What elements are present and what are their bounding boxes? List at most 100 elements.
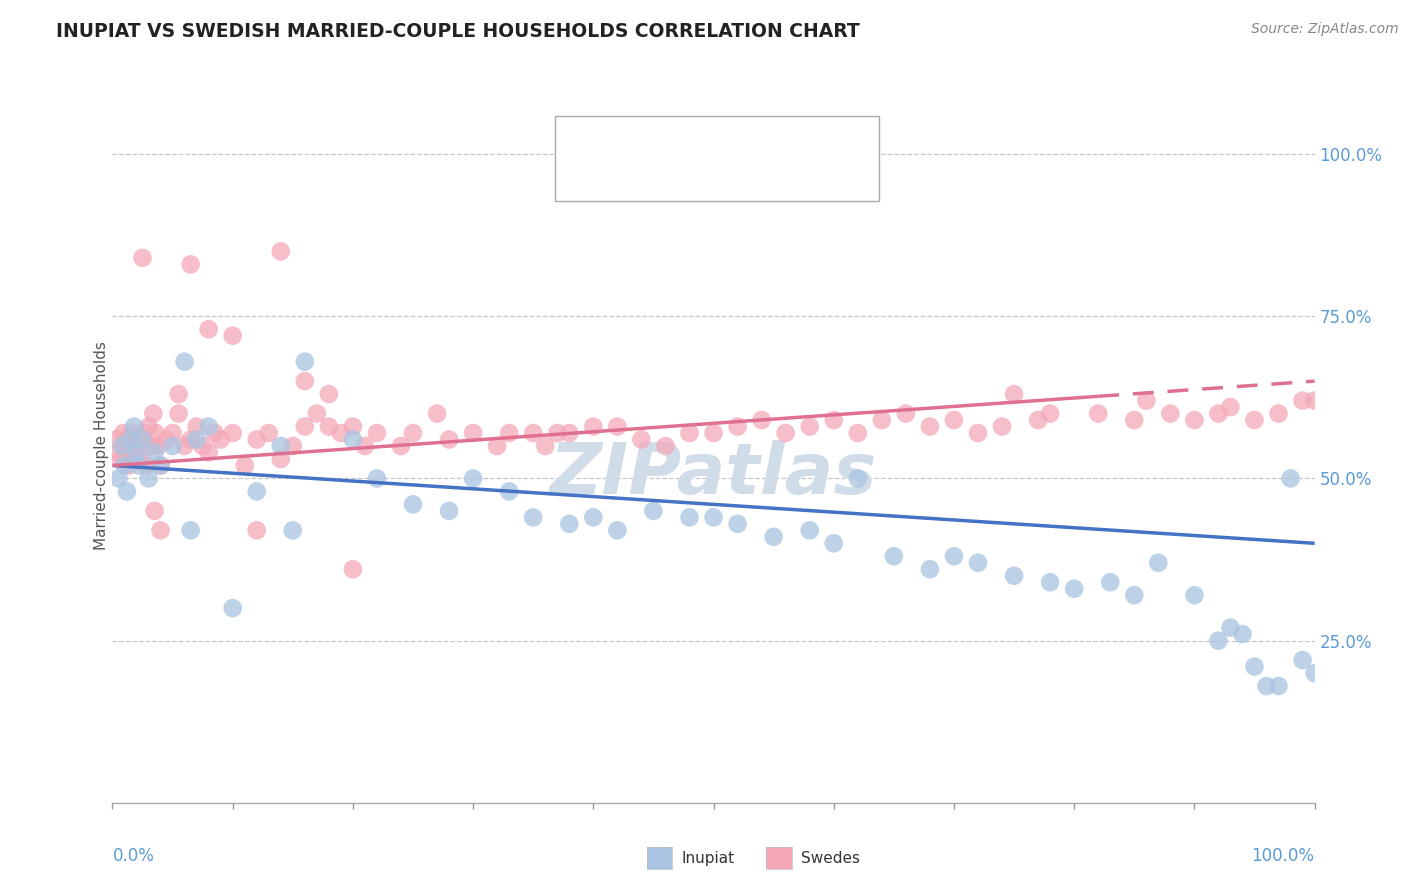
Point: [366, 425, 388, 440]
Point: [402, 497, 425, 511]
Point: [1256, 679, 1278, 693]
Point: [107, 471, 129, 485]
Point: [727, 419, 749, 434]
Point: [1303, 393, 1326, 408]
Point: [486, 439, 509, 453]
Point: [204, 425, 226, 440]
Point: [105, 433, 128, 447]
Point: [110, 452, 132, 467]
Point: [558, 516, 581, 531]
Point: [191, 439, 214, 453]
Point: [114, 458, 136, 473]
Point: [762, 530, 785, 544]
Point: [823, 413, 845, 427]
Point: [209, 433, 232, 447]
Point: [294, 374, 316, 388]
Point: [305, 407, 328, 421]
Point: [1243, 413, 1265, 427]
Point: [678, 510, 700, 524]
Point: [678, 425, 700, 440]
Point: [1291, 653, 1313, 667]
Point: [149, 458, 172, 473]
Point: [143, 504, 166, 518]
Text: -0.395: -0.395: [654, 131, 713, 149]
Point: [630, 433, 652, 447]
Point: [342, 562, 364, 576]
Point: [233, 458, 256, 473]
Point: [1291, 393, 1313, 408]
Point: [534, 439, 557, 453]
Point: [222, 328, 245, 343]
Point: [246, 524, 269, 538]
Point: [967, 556, 990, 570]
Point: [270, 452, 292, 467]
Point: [582, 419, 605, 434]
Point: [149, 458, 172, 473]
Point: [1219, 400, 1241, 414]
Point: [294, 419, 316, 434]
Point: [1208, 633, 1230, 648]
Point: [173, 439, 195, 453]
Point: [1303, 666, 1326, 681]
Point: [1147, 556, 1170, 570]
Point: [107, 445, 129, 459]
Point: [270, 439, 292, 453]
Point: [115, 433, 138, 447]
Text: N =: N =: [724, 131, 761, 149]
Point: [222, 425, 245, 440]
Point: [799, 419, 821, 434]
Point: [1135, 393, 1157, 408]
Point: [402, 425, 425, 440]
Text: 60: 60: [761, 131, 783, 149]
Point: [1279, 471, 1302, 485]
Point: [342, 433, 364, 447]
Point: [270, 244, 292, 259]
Point: [167, 387, 190, 401]
Point: [918, 562, 941, 576]
Point: [132, 425, 155, 440]
Point: [1184, 588, 1206, 602]
Point: [294, 354, 316, 368]
Point: [114, 439, 136, 453]
Point: [582, 510, 605, 524]
Y-axis label: Married-couple Households: Married-couple Households: [94, 342, 108, 550]
Point: [846, 425, 869, 440]
Point: [942, 549, 965, 564]
Point: [257, 425, 280, 440]
Point: [281, 439, 304, 453]
Point: [883, 549, 905, 564]
Point: [702, 510, 725, 524]
Point: [142, 407, 165, 421]
Point: [118, 458, 141, 473]
Point: [342, 419, 364, 434]
Point: [246, 484, 269, 499]
Point: [498, 425, 520, 440]
Point: [122, 419, 145, 434]
Text: R =: R =: [614, 165, 655, 183]
Point: [128, 458, 150, 473]
Point: [799, 524, 821, 538]
Point: [558, 425, 581, 440]
Point: [138, 471, 160, 485]
Point: [180, 257, 202, 271]
Point: [197, 322, 219, 336]
Point: [139, 439, 162, 453]
Point: [522, 425, 544, 440]
Point: [149, 524, 172, 538]
Point: [1243, 659, 1265, 673]
Point: [155, 433, 177, 447]
Text: 100.0%: 100.0%: [1251, 847, 1315, 865]
Point: [222, 601, 245, 615]
Point: [122, 445, 145, 459]
Point: [1184, 413, 1206, 427]
Point: [318, 419, 340, 434]
Text: 98: 98: [761, 165, 783, 183]
Text: Inupiat: Inupiat: [682, 851, 735, 865]
Point: [1063, 582, 1085, 596]
Point: [1039, 575, 1062, 590]
Point: [186, 419, 208, 434]
Point: [318, 387, 340, 401]
Point: [180, 524, 202, 538]
Text: N =: N =: [724, 165, 761, 183]
Point: [1159, 407, 1181, 421]
